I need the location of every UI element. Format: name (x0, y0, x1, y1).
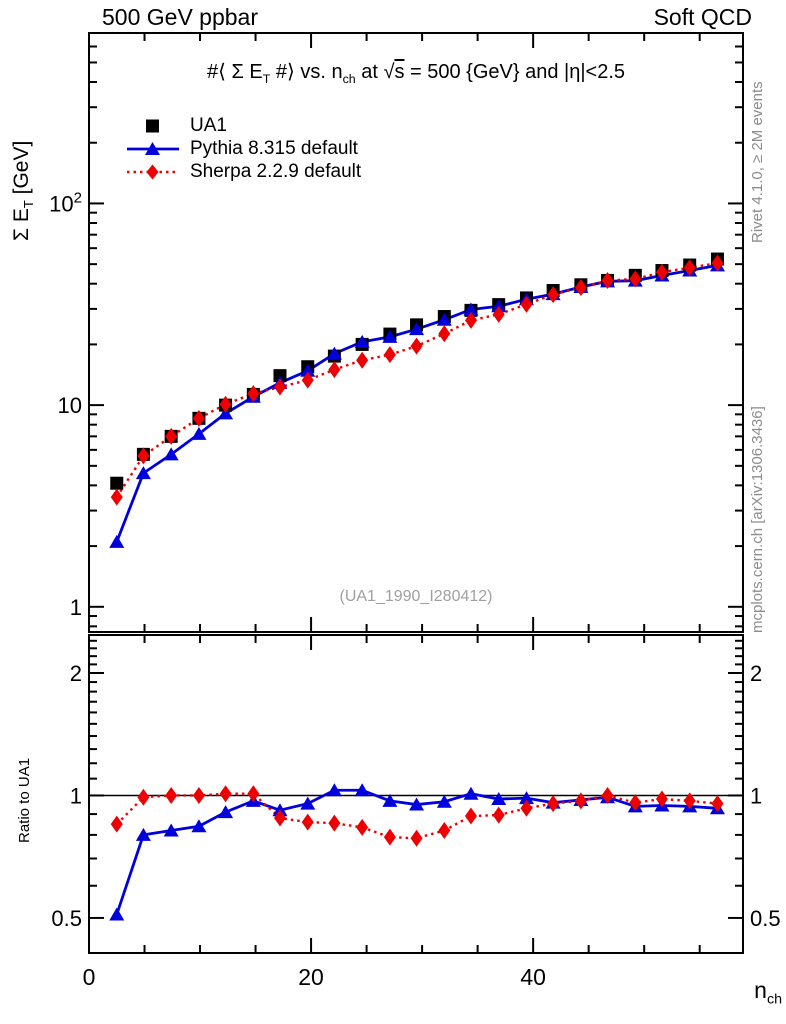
legend-label: Pythia 8.315 default (190, 137, 358, 159)
legend-item-pythia: Pythia 8.315 default (126, 137, 361, 160)
series-line (115, 261, 718, 498)
header-process-label: Soft QCD (653, 4, 752, 30)
svg-text:102: 102 (49, 189, 82, 216)
plot-title: #⟨ Σ ET #⟩ vs. nch at √s = 500 {GeV} and… (206, 61, 626, 86)
legend-item-sherpa: Sherpa 2.2.9 default (126, 160, 361, 183)
svg-text:2: 2 (750, 661, 762, 686)
header-beam-label: 500 GeV ppbar (102, 4, 259, 30)
rivet-version-note: Rivet 4.1.0, ≥ 2M events (749, 81, 766, 243)
legend-label: UA1 (190, 114, 227, 136)
analysis-watermark: (UA1_1990_I280412) (339, 588, 493, 605)
series-diamond-markers (110, 254, 724, 506)
legend-label: Sherpa 2.2.9 default (190, 160, 362, 182)
y-axis-title-ratio: Ratio to UA1 (16, 757, 33, 843)
y-axis-title-main: Σ ET [GeV] (10, 140, 37, 241)
svg-text:0: 0 (83, 964, 96, 990)
svg-text:10: 10 (58, 393, 82, 418)
series-triangle-markers (109, 258, 725, 548)
main-panel: 1 10 102 (49, 32, 744, 633)
x-axis-title: nch (754, 977, 782, 1008)
triangle-marker-icon (127, 141, 179, 155)
series-diamond-markers (110, 785, 724, 847)
svg-text:20: 20 (298, 964, 324, 990)
legend: UA1 Pythia 8.315 default Sherpa 2.2.9 de… (126, 114, 361, 183)
svg-text:1: 1 (70, 595, 82, 620)
mcplots-arxiv-note: mcplots.cern.ch [arXiv:1306.3436] (749, 406, 766, 633)
svg-text:1: 1 (70, 783, 82, 808)
diamond-marker-icon (127, 164, 179, 179)
legend-item-ua1: UA1 (126, 114, 361, 137)
series-line (115, 792, 718, 840)
ratio-panel: 0 20 40 0.5 0.5 1 1 2 2 (51, 634, 781, 990)
svg-text:2: 2 (70, 661, 82, 686)
svg-text:0.5: 0.5 (750, 906, 781, 931)
svg-text:1: 1 (750, 783, 762, 808)
svg-text:0.5: 0.5 (51, 906, 82, 931)
square-marker-icon (146, 119, 159, 132)
svg-text:40: 40 (520, 964, 546, 990)
series-square-markers (110, 252, 724, 490)
series-line (115, 264, 718, 543)
